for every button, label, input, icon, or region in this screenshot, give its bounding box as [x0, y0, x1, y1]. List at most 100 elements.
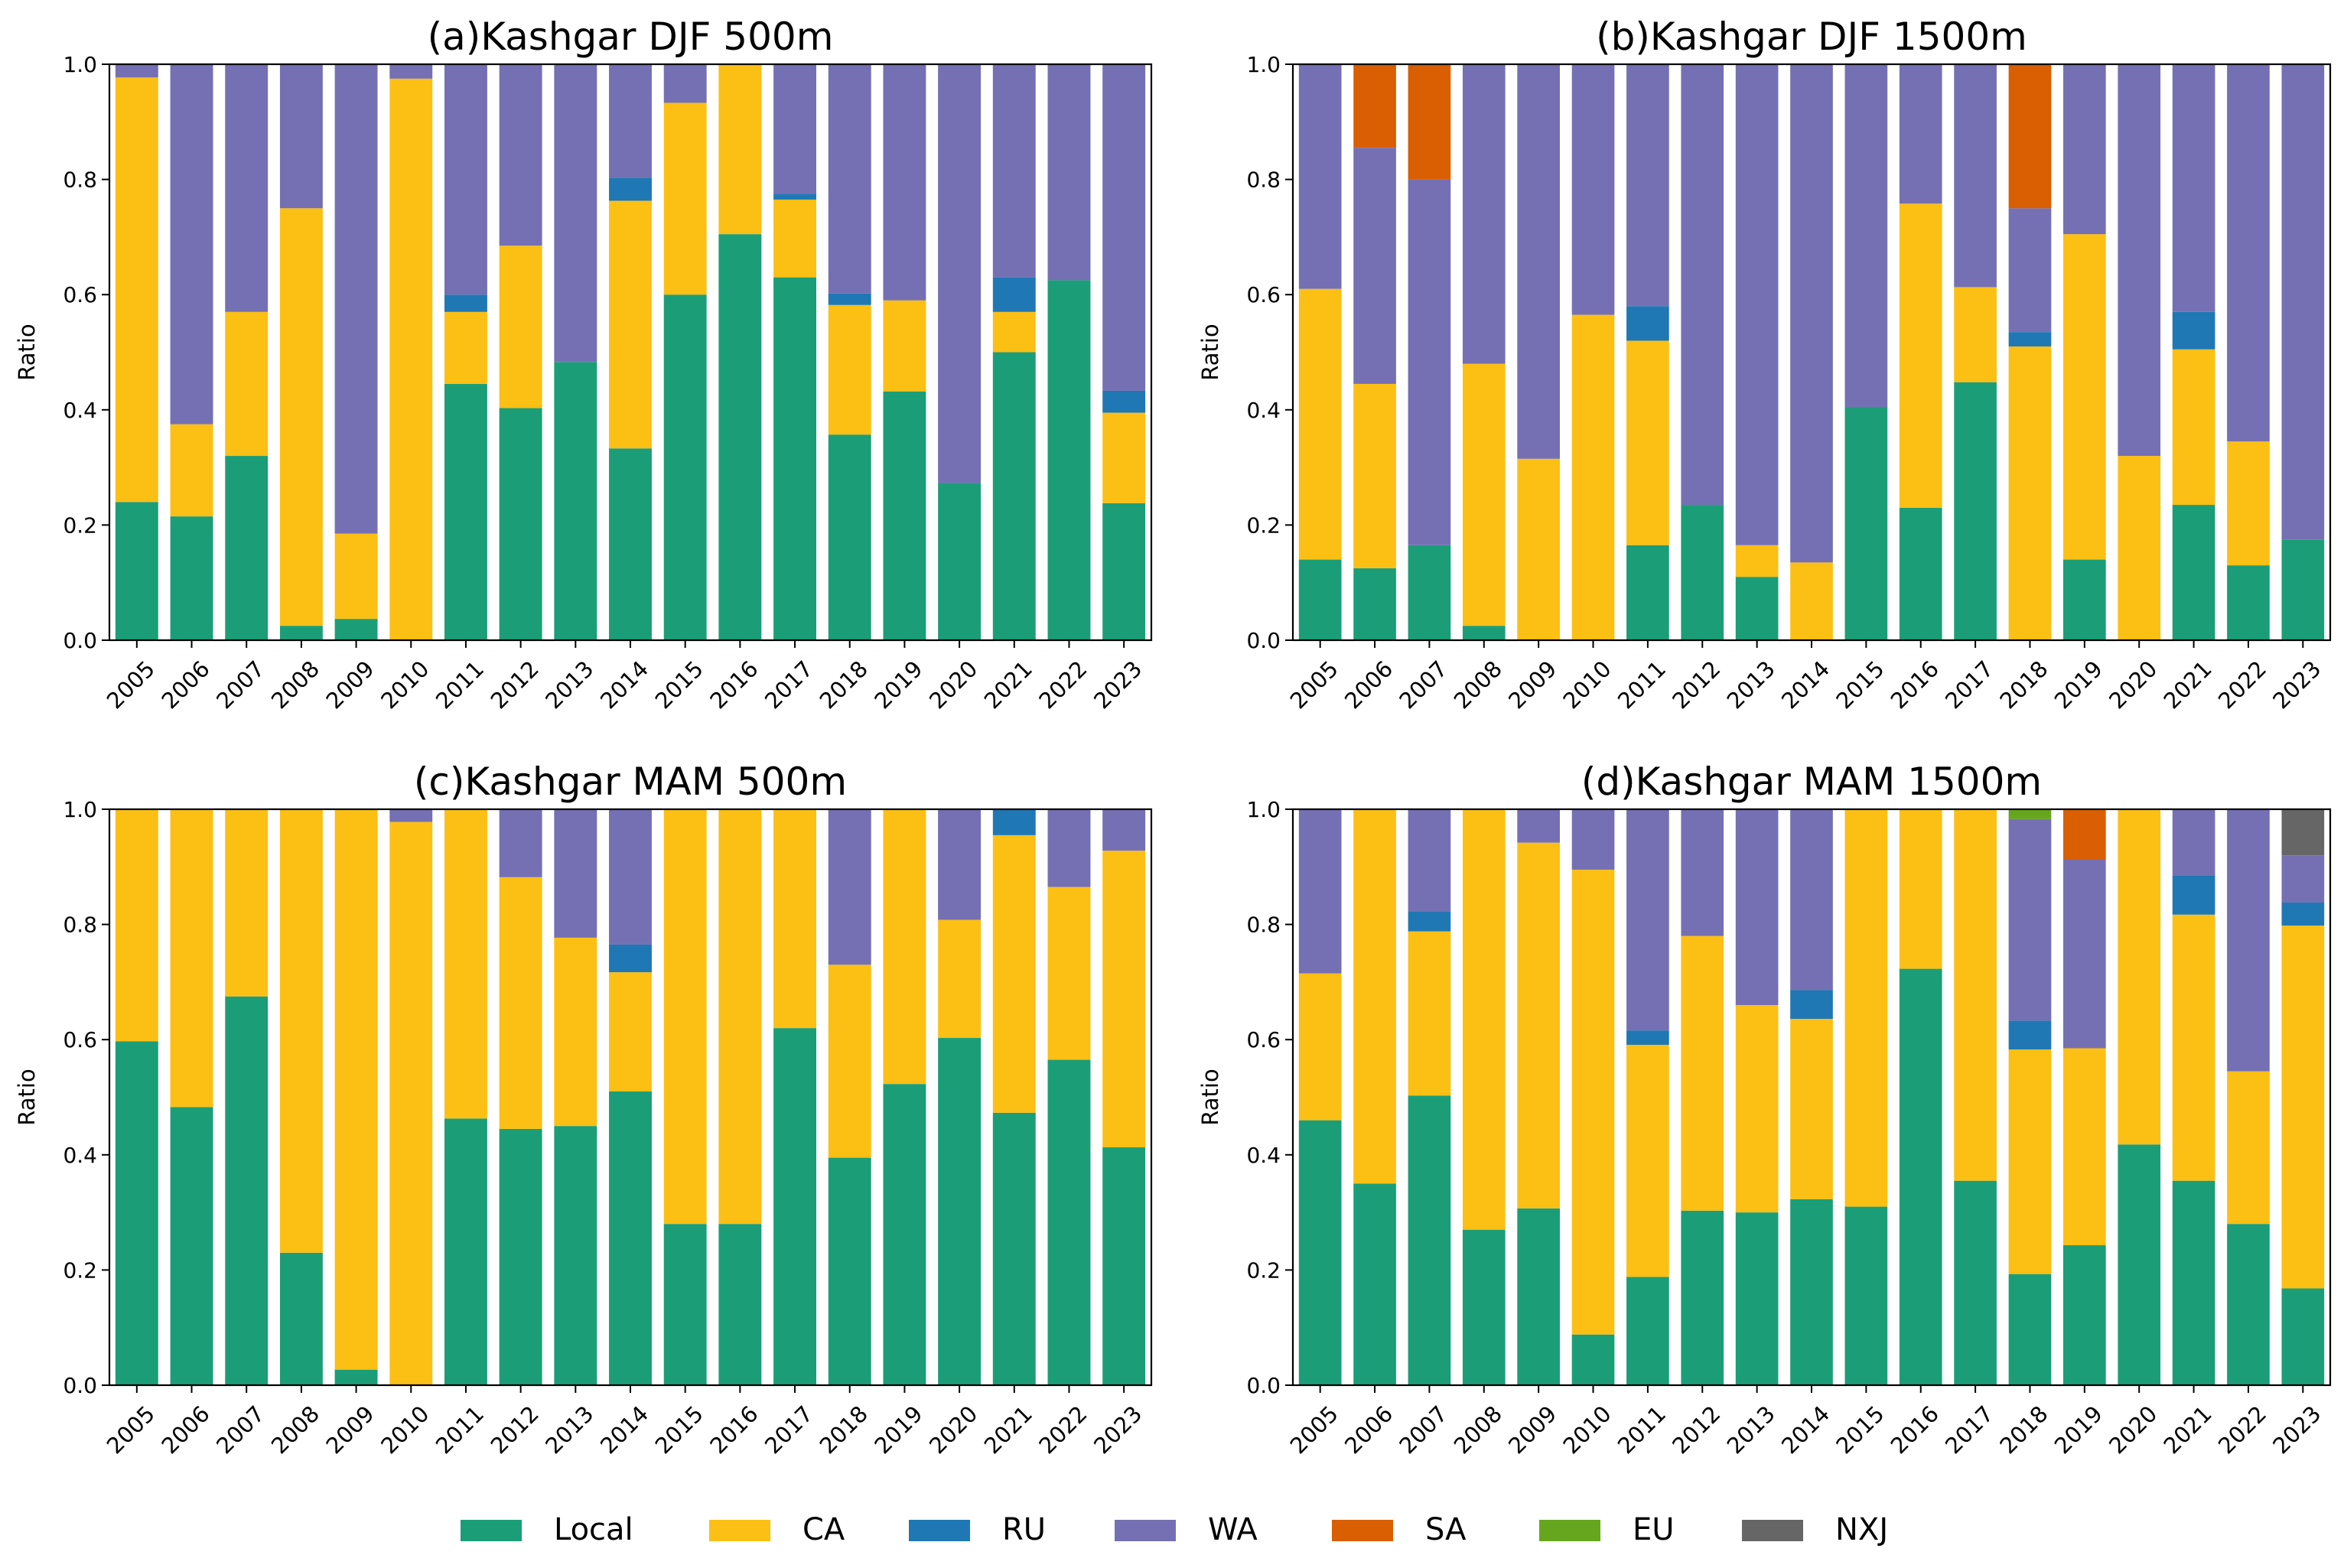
bar-ca-2006: [170, 809, 213, 1108]
bar-ru-2014: [609, 944, 652, 973]
bar-local-2010: [1571, 1334, 1615, 1385]
bar-ca-2021: [992, 834, 1036, 1113]
bar-local-2006: [1353, 568, 1396, 641]
bar-ca-2009: [1517, 842, 1560, 1209]
bar-local-2013: [1735, 577, 1779, 640]
bar-ru-2018: [2008, 332, 2052, 346]
bar-ca-2013: [554, 937, 597, 1127]
bar-ca-2022: [2227, 1071, 2270, 1225]
bar-local-2014: [1790, 1199, 1833, 1385]
bar-local-2011: [444, 1118, 487, 1385]
legend-swatch: [1742, 1520, 1803, 1541]
y-axis-label: Ratio: [1197, 324, 1223, 380]
bar-wa-2013: [1735, 809, 1779, 1006]
bar-wa-2019: [2063, 64, 2106, 235]
bar-wa-2014: [1790, 809, 1833, 991]
y-tick-label: 1.0: [63, 797, 97, 822]
bar-wa-2017: [773, 64, 817, 194]
bar-ru-2007: [1408, 911, 1451, 932]
legend-swatch: [709, 1520, 770, 1541]
bar-wa-2008: [279, 64, 323, 209]
bar-ca-2017: [1954, 809, 1997, 1181]
bar-wa-2009: [1517, 64, 1560, 459]
bar-ca-2019: [2063, 234, 2106, 560]
bar-local-2022: [2227, 565, 2270, 640]
y-tick-label: 0.4: [63, 398, 97, 423]
bar-ca-2022: [2227, 441, 2270, 566]
bar-ca-2006: [1353, 809, 1396, 1184]
bar-local-2023: [1102, 1147, 1146, 1385]
bar-wa-2018: [828, 64, 871, 294]
bar-ca-2017: [773, 809, 817, 1029]
y-tick-label: 0.2: [1246, 512, 1281, 538]
bar-ca-2014: [609, 972, 652, 1091]
bar-ca-2008: [1462, 363, 1506, 626]
y-tick-label: 0.2: [1246, 1257, 1281, 1283]
y-tick-label: 0.8: [1246, 912, 1281, 938]
y-tick-label: 0.2: [63, 1257, 97, 1283]
bar-local-2019: [883, 1084, 926, 1385]
bar-local-2015: [1844, 407, 1888, 640]
bar-wa-2022: [1047, 809, 1091, 887]
bar-wa-2018: [828, 809, 871, 965]
bar-ca-2015: [663, 102, 707, 295]
bar-wa-2015: [1844, 64, 1888, 408]
bar-wa-2022: [2227, 809, 2270, 1072]
bar-local-2015: [1844, 1206, 1888, 1385]
bar-eu-2018: [2008, 809, 2052, 819]
chart-panels: 0.00.20.40.60.81.02005200620072008200920…: [14, 15, 2332, 1459]
bar-local-2018: [828, 434, 871, 640]
bar-local-2008: [279, 1252, 323, 1385]
bar-ca-2021: [2172, 914, 2215, 1181]
bar-ru-2014: [609, 177, 652, 201]
y-tick-label: 0.8: [63, 168, 97, 193]
bar-local-2013: [1735, 1212, 1779, 1385]
bar-ca-2011: [444, 311, 487, 384]
legend-item-nxj: NXJ: [1742, 1512, 1888, 1547]
bar-ca-2012: [499, 877, 542, 1129]
bar-ru-2021: [2172, 311, 2215, 350]
bar-ca-2012: [1681, 935, 1724, 1211]
bar-ru-2011: [1626, 1030, 1669, 1045]
y-tick-label: 0.4: [1246, 1143, 1281, 1168]
bar-wa-2007: [1408, 809, 1451, 912]
bar-sa-2007: [1408, 64, 1451, 180]
bar-wa-2023: [1102, 64, 1146, 391]
bar-ca-2019: [2063, 1048, 2106, 1246]
bar-local-2019: [2063, 1245, 2106, 1385]
chart-panel-4: 0.00.20.40.60.81.02005200620072008200920…: [1197, 760, 2332, 1459]
y-tick-label: 0.8: [1246, 168, 1281, 193]
bar-nxj-2023: [2281, 809, 2325, 856]
bar-wa-2021: [2172, 64, 2215, 312]
y-tick-label: 0.4: [63, 1143, 97, 1168]
bar-local-2009: [1517, 1208, 1560, 1385]
bar-wa-2012: [1681, 809, 1724, 936]
y-tick-label: 0.2: [63, 512, 97, 538]
bar-ca-2022: [1047, 886, 1091, 1060]
bar-ca-2023: [1102, 412, 1146, 503]
y-tick-label: 1.0: [1246, 797, 1281, 822]
bar-local-2007: [1408, 1095, 1451, 1385]
bar-ru-2011: [444, 294, 487, 312]
legend: Local CA RU WA SA EU NXJ: [461, 1512, 1888, 1547]
bar-local-2017: [1954, 382, 1997, 640]
bar-local-2006: [1353, 1183, 1396, 1385]
bar-ru-2023: [1102, 390, 1146, 413]
bar-ca-2016: [718, 64, 762, 235]
bar-local-2016: [718, 234, 762, 640]
bar-ca-2020: [2118, 809, 2161, 1145]
bar-wa-2023: [1102, 809, 1146, 851]
bar-local-2020: [938, 483, 982, 640]
bar-wa-2012: [499, 64, 542, 246]
bar-wa-2011: [1626, 809, 1669, 1031]
bar-ru-2021: [992, 809, 1036, 835]
bar-ca-2014: [1790, 562, 1833, 640]
bar-wa-2010: [1571, 809, 1615, 870]
bar-wa-2011: [1626, 64, 1669, 307]
y-tick-label: 0.0: [1246, 628, 1281, 653]
bar-local-2012: [1681, 1210, 1724, 1385]
bar-ca-2011: [1626, 1044, 1669, 1277]
legend-label: CA: [802, 1512, 845, 1547]
bar-local-2019: [883, 391, 926, 640]
bar-local-2020: [2118, 1144, 2161, 1385]
